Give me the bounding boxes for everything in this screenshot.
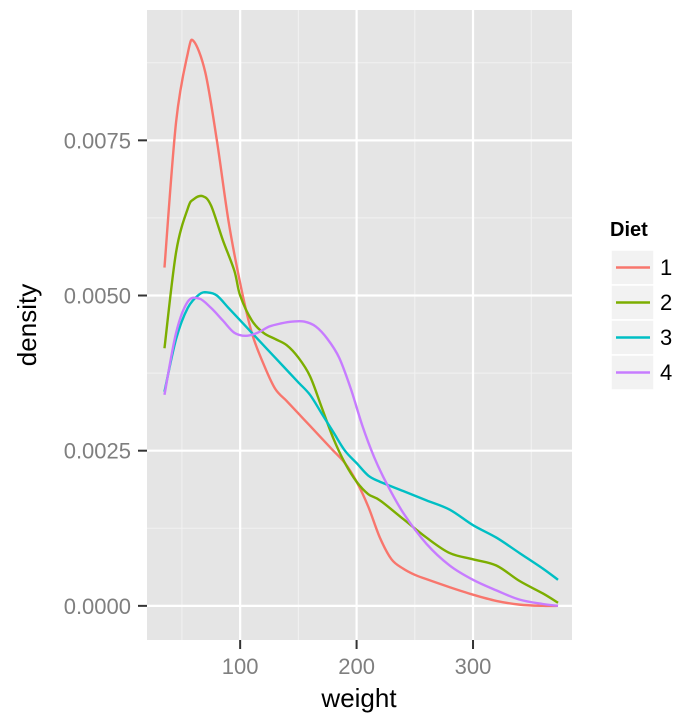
y-tick-label: 0.0050 [64, 284, 131, 309]
x-axis-title: weight [320, 683, 397, 713]
minor-gridlines [147, 10, 572, 640]
plot-panel [147, 10, 572, 640]
legend-label-1: 1 [660, 255, 672, 280]
x-tick-label: 200 [338, 654, 375, 679]
y-axis: 0.0000 0.0025 0.0050 0.0075 [64, 128, 147, 619]
y-tick-label: 0.0000 [64, 594, 131, 619]
series-line-diet-2 [163, 194, 559, 604]
legend: Diet 1 2 3 4 [610, 219, 672, 391]
y-tick-label: 0.0075 [64, 128, 131, 153]
legend-label-4: 4 [660, 360, 672, 385]
y-axis-title: density [12, 284, 42, 366]
legend-title: Diet [610, 219, 648, 241]
legend-label-2: 2 [660, 290, 672, 315]
y-tick-label: 0.0025 [64, 439, 131, 464]
series-line-diet-1 [163, 38, 559, 608]
x-tick-label: 100 [222, 654, 259, 679]
series-line-diet-4 [163, 296, 559, 608]
series-line-diet-3 [163, 291, 559, 581]
x-axis: 100 200 300 [222, 640, 492, 679]
x-tick-label: 300 [455, 654, 492, 679]
density-lines [163, 38, 559, 608]
legend-label-3: 3 [660, 325, 672, 350]
